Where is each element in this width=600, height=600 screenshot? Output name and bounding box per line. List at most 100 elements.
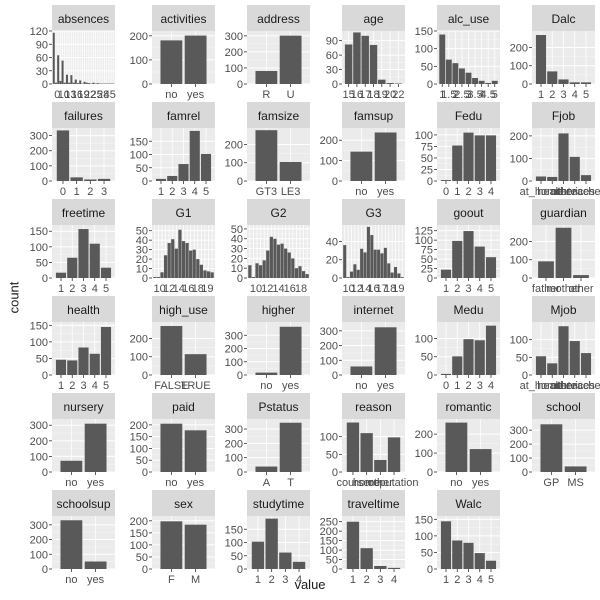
x-tick-label: 3 <box>465 574 471 586</box>
x-tick-label: home <box>353 477 381 489</box>
x-tick-label: other <box>368 477 393 489</box>
bar <box>167 242 171 278</box>
y-tick-label: 300 <box>225 330 243 342</box>
bar <box>360 548 373 569</box>
y-tick-label: 50 <box>421 547 433 559</box>
x-tick-label: 10 <box>58 89 70 101</box>
x-tick-label: 0 <box>443 186 449 198</box>
y-tick-label: 100 <box>415 448 433 460</box>
y-tick-label: 100 <box>320 545 338 557</box>
y-tick-label: 200 <box>320 341 338 353</box>
bar <box>378 79 386 84</box>
y-tick-label: 0 <box>332 370 338 382</box>
y-tick-label: 10 <box>231 263 243 275</box>
x-tick-label: no <box>65 477 77 489</box>
x-tick-label: 19 <box>77 89 89 101</box>
bar <box>393 267 398 278</box>
x-tick-label: T <box>287 477 294 489</box>
bar <box>298 266 302 278</box>
facet-strip <box>247 296 310 322</box>
bar <box>265 518 278 569</box>
bar <box>535 176 547 181</box>
facet-strip <box>52 393 115 419</box>
x-tick-label: at_home <box>520 186 563 198</box>
bar <box>251 541 265 569</box>
bar <box>485 135 497 181</box>
bar <box>535 356 547 375</box>
y-tick-label: 50 <box>136 226 148 238</box>
y-tick-label: 50 <box>421 61 433 73</box>
bar <box>485 325 497 375</box>
y-tick-label: 0 <box>427 79 433 91</box>
facet-strip <box>52 296 115 322</box>
x-tick-label: other <box>551 186 576 198</box>
x-tick-label: 22 <box>84 89 96 101</box>
y-tick-label: 100 <box>30 242 48 254</box>
x-tick-label: 1 <box>454 186 460 198</box>
x-tick-label: FALSE <box>154 380 188 392</box>
bar <box>63 82 66 84</box>
facet-strip <box>52 490 115 516</box>
bar <box>92 82 95 84</box>
facet-title: G1 <box>175 206 191 220</box>
y-tick-label: 75 <box>421 141 433 153</box>
x-tick-label: M <box>191 574 200 586</box>
bar <box>255 70 278 84</box>
x-tick-label: no <box>165 477 177 489</box>
bar <box>380 253 384 278</box>
y-tick-label: 100 <box>415 531 433 543</box>
bar <box>463 339 474 375</box>
y-tick-label: 0 <box>237 564 243 576</box>
x-tick-label: 2 <box>169 186 175 198</box>
bar <box>491 80 498 84</box>
bar <box>440 269 452 278</box>
bar <box>294 268 299 278</box>
bar <box>255 372 278 375</box>
y-tick-label: 0 <box>522 467 528 479</box>
facet-strip <box>437 102 500 128</box>
bar <box>178 229 182 278</box>
y-tick-label: 0 <box>427 467 433 479</box>
y-tick-label: 0 <box>332 273 338 285</box>
y-tick-label: 0 <box>142 467 148 479</box>
bar <box>189 250 193 278</box>
x-tick-label: TRUE <box>181 380 211 392</box>
bar <box>558 79 569 84</box>
bar <box>65 74 68 84</box>
bar <box>478 80 485 84</box>
bar <box>100 326 112 375</box>
facet-strip <box>152 296 215 322</box>
y-tick-label: 0 <box>522 176 528 188</box>
y-tick-label: 0 <box>427 176 433 188</box>
facet-title: alc_use <box>448 12 490 26</box>
x-tick-label: 14 <box>173 283 185 295</box>
x-tick-label: 14 <box>272 283 284 295</box>
x-tick-label: 2 <box>454 283 460 295</box>
x-tick-label: 17 <box>376 283 388 295</box>
bar <box>363 252 367 278</box>
bar <box>465 72 472 84</box>
bar <box>301 271 306 278</box>
x-tick-label: 5 <box>103 283 109 295</box>
y-tick-label: 50 <box>326 449 338 461</box>
x-tick-label: 15 <box>343 89 355 101</box>
x-tick-label: 3 <box>377 574 383 586</box>
bar <box>540 424 563 472</box>
x-tick-label: 1 <box>58 380 64 392</box>
bar <box>72 82 75 84</box>
facet-strip <box>437 393 500 419</box>
x-tick-label: 22 <box>392 89 404 101</box>
facet-strip <box>247 102 310 128</box>
y-tick-label: 300 <box>225 424 243 436</box>
x-tick-label: 16 <box>284 283 296 295</box>
bar <box>463 132 474 181</box>
y-tick-label: 200 <box>510 236 528 248</box>
bar <box>89 243 100 278</box>
bar <box>68 82 71 84</box>
bar <box>458 68 465 84</box>
x-tick-label: 3 <box>560 89 566 101</box>
bar <box>167 175 178 181</box>
facet-title: paid <box>172 400 195 414</box>
bar <box>279 161 302 181</box>
x-tick-label: 1 <box>158 186 164 198</box>
